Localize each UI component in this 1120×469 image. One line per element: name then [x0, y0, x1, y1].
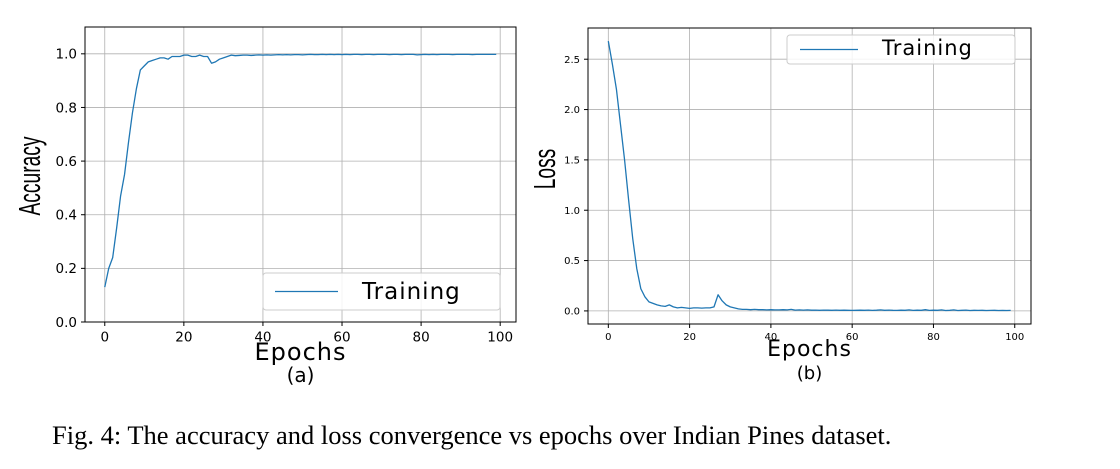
accuracy-y-axis-label: Accuracy — [14, 136, 48, 215]
accuracy-plot-frame — [84, 26, 517, 323]
accuracy-ticks: 0 20 40 60 80 100 0.0 0.2 0.4 0.6 0.8 1.0 — [56, 47, 514, 346]
loss-legend: Training — [786, 34, 1016, 65]
loss-grid — [588, 28, 1031, 324]
loss-x-tick-label: 60 — [846, 332, 859, 343]
loss-x-tick-label: 40 — [765, 332, 778, 343]
loss-y-tick-label: 2.0 — [564, 105, 580, 116]
accuracy-x-tick-label: 100 — [487, 330, 513, 346]
loss-ticks: 0 20 40 60 80 100 0.0 0.5 1.0 1.5 2.0 2.5 — [564, 55, 1024, 343]
loss-y-tick-label: 0.0 — [564, 307, 580, 318]
loss-x-tick-label: 80 — [927, 332, 940, 343]
accuracy-y-tick-label: 0.0 — [56, 315, 77, 331]
loss-x-tick-label: 100 — [1005, 332, 1024, 343]
accuracy-y-tick-label: 0.4 — [56, 208, 77, 224]
accuracy-y-tick-label: 0.6 — [56, 154, 77, 170]
accuracy-series-group — [104, 53, 497, 288]
accuracy-x-tick-label: 80 — [413, 330, 430, 346]
accuracy-x-axis-label: Epochs — [255, 338, 347, 366]
accuracy-series-line — [104, 53, 497, 288]
accuracy-x-tick-label: 60 — [333, 330, 350, 346]
loss-panel-label: (b) — [797, 363, 822, 384]
loss-legend-box — [786, 34, 1016, 65]
accuracy-legend: Training — [262, 272, 501, 311]
loss-legend-label: Training — [881, 36, 973, 60]
loss-series-group — [607, 40, 1011, 312]
accuracy-panel-label: (a) — [287, 363, 315, 387]
accuracy-legend-label: Training — [361, 279, 461, 305]
loss-x-tick-label: 0 — [605, 332, 611, 343]
accuracy-y-tick-label: 0.8 — [56, 100, 77, 116]
loss-y-axis-label: Loss — [529, 149, 563, 190]
accuracy-x-tick-label: 0 — [100, 330, 109, 346]
loss-plot-frame — [587, 27, 1032, 325]
loss-x-tick-label: 20 — [683, 332, 696, 343]
accuracy-legend-box — [262, 272, 501, 311]
loss-x-axis-label: Epochs — [767, 337, 852, 362]
loss-y-tick-label: 2.5 — [564, 55, 580, 66]
accuracy-y-tick-label: 1.0 — [56, 47, 77, 63]
loss-series-line — [607, 40, 1011, 312]
loss-y-tick-label: 1.5 — [564, 155, 580, 166]
loss-y-tick-label: 0.5 — [564, 256, 580, 267]
accuracy-y-tick-label: 0.2 — [56, 261, 77, 277]
figure-caption: Fig. 4: The accuracy and loss convergenc… — [52, 420, 892, 450]
accuracy-x-tick-label: 20 — [175, 330, 192, 346]
loss-y-tick-label: 1.0 — [564, 206, 580, 217]
accuracy-x-tick-label: 40 — [254, 330, 271, 346]
